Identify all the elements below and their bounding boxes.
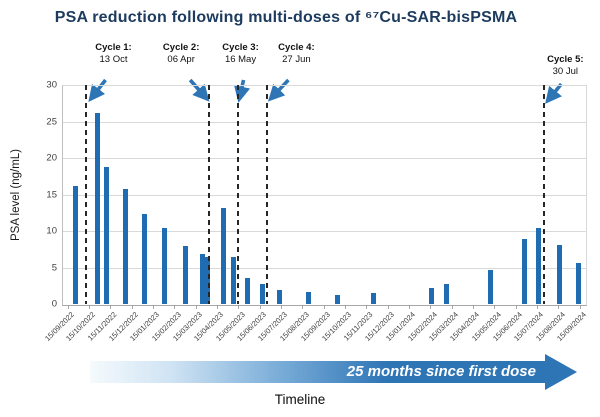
psa-bar [103, 166, 109, 304]
timeline-arrow-body: 25 months since first dose [90, 361, 546, 383]
x-tick-mark [280, 306, 282, 309]
cycle-date: 16 May [224, 54, 257, 65]
psa-bar [122, 189, 128, 304]
x-tick-mark [344, 306, 346, 309]
psa-bar [487, 270, 493, 304]
psa-bar [277, 290, 283, 304]
x-axis-title: Timeline [274, 392, 326, 407]
x-tick-mark [408, 306, 410, 309]
cycle-date: 06 Apr [167, 54, 195, 65]
cycle-name: Cycle 2: [162, 42, 200, 53]
psa-bar [335, 294, 341, 304]
y-gridline [63, 267, 586, 269]
cycle-label: Cycle 1: 13 Oct [78, 42, 148, 66]
y-tick-label: 25 [46, 116, 57, 127]
cycle-name: Cycle 1: [95, 42, 132, 53]
psa-bar [161, 228, 167, 304]
y-tick-label: 15 [46, 189, 57, 200]
x-tick-mark [323, 306, 325, 309]
cycle-label: Cycle 5: 30 Jul [530, 54, 600, 78]
psa-bar [371, 293, 377, 304]
x-tick-mark [558, 306, 560, 309]
x-tick-mark [238, 306, 240, 309]
psa-bar [182, 246, 188, 304]
dose-dashed-line [543, 85, 546, 304]
x-tick-mark [152, 306, 154, 309]
y-gridline [63, 231, 586, 232]
x-tick-mark [451, 306, 453, 309]
x-tick-mark [67, 306, 69, 309]
y-gridline [63, 158, 586, 159]
x-tick-mark [88, 306, 90, 309]
x-tick-mark [387, 306, 389, 309]
psa-bar [245, 277, 251, 304]
cycle-label: Cycle 3: 16 May [206, 42, 276, 66]
dose-dashed-line [208, 85, 211, 304]
y-tick-label: 20 [46, 152, 57, 164]
y-gridline [63, 85, 586, 86]
cycle-name: Cycle 4: [278, 42, 315, 53]
y-tick-label: 30 [46, 79, 57, 91]
psa-bar [306, 292, 312, 304]
x-tick-mark [195, 306, 197, 309]
x-tick-mark [536, 306, 538, 309]
psa-bar [575, 263, 581, 304]
x-tick-mark [515, 306, 517, 309]
cycle-date: 13 Oct [99, 54, 128, 65]
dose-dashed-line [266, 85, 269, 304]
psa-bar [94, 112, 100, 304]
y-gridline [63, 194, 586, 196]
psa-bar [556, 244, 562, 304]
x-tick-mark [579, 306, 581, 309]
cycle-label: Cycle 4: 27 Jun [261, 42, 331, 66]
psa-bar [260, 283, 266, 304]
x-tick-mark [430, 306, 432, 309]
psa-bar [535, 228, 541, 304]
y-tick-label: 10 [46, 225, 57, 237]
x-tick-mark [366, 306, 368, 309]
chart-title: PSA reduction following multi-doses of ⁶… [54, 9, 518, 26]
y-gridline [63, 121, 586, 123]
cycle-name: Cycle 5: [547, 54, 584, 65]
timeline-arrowhead-icon [545, 354, 577, 390]
y-axis-title: PSA level (ng/mL) [10, 148, 22, 242]
psa-bar [220, 207, 226, 304]
timeline-arrow-banner: 25 months since first dose [90, 354, 587, 390]
cycle-date: 27 Jun [282, 54, 311, 65]
dose-dashed-line [85, 85, 88, 304]
cycle-name: Cycle 3: [222, 42, 259, 53]
x-tick-mark [131, 306, 133, 309]
x-tick-mark [259, 306, 261, 309]
x-tick-mark [216, 306, 218, 309]
cycle-label: Cycle 2: 06 Apr [146, 42, 216, 66]
psa-bar [443, 284, 449, 304]
psa-bar [141, 214, 147, 304]
psa-bar [199, 254, 205, 304]
psa-bar [204, 257, 210, 304]
cycle-date: 30 Jul [552, 66, 578, 77]
plot-area [62, 85, 587, 306]
x-tick-mark [494, 306, 496, 309]
dose-dashed-line [236, 85, 239, 304]
y-tick-label: 0 [51, 298, 57, 310]
x-tick-mark [302, 306, 304, 309]
psa-bar [428, 287, 434, 304]
x-tick-mark [472, 306, 474, 309]
x-tick-mark [174, 306, 176, 309]
banner-text: 25 months since first dose [346, 363, 536, 380]
psa-bar [72, 185, 78, 304]
psa-bar [230, 256, 236, 304]
psa-bar [521, 239, 527, 304]
y-tick-label: 5 [51, 262, 57, 273]
x-tick-mark [110, 306, 112, 309]
